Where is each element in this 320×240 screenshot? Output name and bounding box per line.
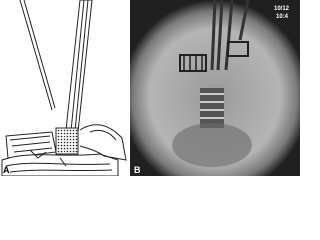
panel-a-drawing <box>1 0 127 177</box>
panel-label: A <box>3 165 10 175</box>
figure: A 10/12 10:4 B <box>1 0 300 177</box>
panel-b-instrument <box>172 0 252 167</box>
timestamp: 10/12 <box>274 6 290 12</box>
timestamp: 10:4 <box>276 14 289 20</box>
panel-label: B <box>134 165 141 175</box>
